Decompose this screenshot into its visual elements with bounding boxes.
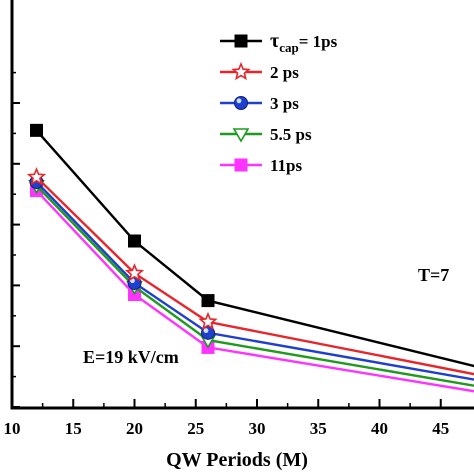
series-layer (26, 123, 474, 393)
x-tick-label: 45 (432, 419, 449, 438)
x-tick-label: 35 (310, 419, 327, 438)
legend-label: 11ps (270, 156, 303, 175)
x-tick-label: 30 (249, 419, 266, 438)
plot-area (10, 0, 474, 410)
series-line (35, 176, 474, 376)
data-point (198, 311, 218, 331)
legend-marker (234, 158, 248, 172)
legend: τcap= 1ps 2 ps 3 ps 5.5 ps 11ps (208, 22, 358, 198)
data-point (124, 263, 145, 282)
x-tick-label: 40 (371, 419, 388, 438)
x-tick-label: 10 (4, 419, 21, 438)
plot-frame (10, 0, 474, 410)
legend-label: 3 ps (270, 94, 299, 113)
series-line (35, 184, 474, 387)
x-tick-label: 25 (187, 419, 204, 438)
annotation-temperature: T=7 (418, 265, 449, 285)
legend-marker (231, 61, 251, 81)
series-line (35, 189, 474, 393)
legend-marker (232, 128, 250, 143)
x-axis-title: QW Periods (M) (166, 449, 308, 471)
legend-item: 3 ps (220, 94, 299, 113)
legend-item: τcap= 1ps (220, 30, 338, 55)
data-point (201, 294, 215, 308)
annotation-field: E=19 kV/cm (83, 347, 179, 367)
data-point (128, 234, 141, 248)
legend-label: τcap= 1ps (270, 30, 338, 55)
x-axis-ticks: 10 15 20 25 30 35 40 45 (4, 399, 449, 438)
x-tick-label: 15 (65, 419, 82, 438)
legend-background (208, 22, 358, 198)
legend-label: 2 ps (270, 63, 299, 82)
legend-item: 11ps (220, 156, 303, 175)
legend-item: 2 ps (220, 61, 299, 82)
data-point (26, 167, 47, 186)
series-0 (30, 123, 474, 368)
x-tick-label: 20 (126, 419, 143, 438)
legend-label: 5.5 ps (270, 125, 312, 144)
data-point (30, 123, 43, 137)
legend-item: 5.5 ps (220, 125, 312, 144)
legend-marker (234, 96, 248, 110)
series-1 (26, 167, 474, 376)
legend-marker (234, 34, 248, 48)
series-line (35, 181, 474, 381)
series-line (35, 129, 474, 368)
y-axis-ticks (12, 71, 20, 408)
